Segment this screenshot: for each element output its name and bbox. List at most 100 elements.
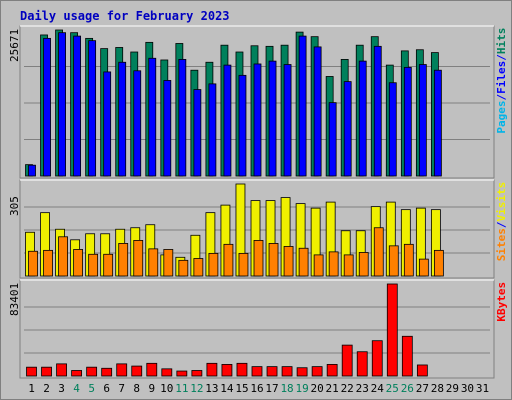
visits-sites-panel: 305 Sites/Visits (8, 179, 508, 279)
bar-sites-day-7 (118, 243, 129, 277)
bar-kbytes-day-23 (356, 351, 368, 377)
bar-sites-day-13 (208, 252, 219, 277)
bar-kbytes-day-15 (236, 362, 248, 377)
y-axis-title: KBytes (495, 282, 508, 322)
bar-files-day-11 (178, 59, 187, 177)
x-tick-label: 11 (175, 382, 188, 395)
bar-files-day-26 (403, 66, 412, 177)
bar-kbytes-day-9 (146, 362, 158, 377)
x-tick-label: 30 (461, 382, 474, 395)
bar-kbytes-day-24 (371, 340, 383, 377)
bar-sites-day-11 (178, 259, 189, 277)
x-tick-label: 18 (280, 382, 293, 395)
bar-kbytes-day-7 (116, 363, 128, 377)
bar-kbytes-day-26 (401, 335, 413, 377)
x-tick-label: 1 (28, 382, 35, 395)
x-tick-label: 22 (341, 382, 354, 395)
bar-sites-day-17 (268, 243, 279, 277)
panel-frame (19, 279, 495, 379)
bar-files-day-15 (238, 74, 247, 177)
x-tick-label: 19 (295, 382, 308, 395)
x-tick-label: 9 (148, 382, 155, 395)
bar-sites-day-21 (328, 251, 339, 277)
bar-kbytes-day-11 (176, 370, 188, 377)
bar-files-day-4 (73, 35, 82, 177)
bar-files-day-16 (253, 63, 262, 177)
bar-kbytes-day-21 (326, 364, 338, 377)
x-tick-label: 26 (401, 382, 414, 395)
y-max-label: 305 (8, 196, 21, 216)
y-axis-title: Pages/Files/Hits (495, 28, 508, 134)
x-tick-label: 21 (326, 382, 339, 395)
bar-sites-day-12 (193, 258, 204, 277)
bar-files-day-2 (43, 37, 51, 177)
x-tick-label: 3 (58, 382, 65, 395)
y-axis-title-part: KBytes (495, 282, 508, 322)
bar-kbytes-day-27 (416, 364, 428, 377)
bar-files-day-17 (268, 60, 277, 177)
bar-kbytes-day-22 (341, 344, 353, 377)
x-tick-label: 8 (133, 382, 140, 395)
bar-files-day-1 (28, 164, 36, 177)
bar-sites-day-2 (43, 249, 53, 277)
bar-files-day-3 (58, 32, 66, 177)
bar-kbytes-day-5 (86, 366, 98, 377)
bar-files-day-10 (163, 80, 172, 177)
y-axis-title: Sites/Visits (495, 182, 508, 262)
bar-files-day-13 (208, 83, 217, 177)
bar-kbytes-day-25 (386, 283, 398, 377)
bar-sites-day-27 (418, 258, 429, 277)
bar-files-day-19 (298, 35, 307, 177)
bar-sites-day-4 (73, 249, 84, 277)
bar-files-day-18 (283, 64, 292, 177)
bar-files-day-22 (343, 81, 352, 177)
chart-title: Daily usage for February 2023 (20, 9, 230, 23)
x-tick-label: 29 (446, 382, 459, 395)
x-axis-labels: 1 2 3 4 5 6 7 8 9 10 11 12 13 14 15 16 17 18 19 20 21 22 23 24 2… (28, 382, 489, 395)
bar-sites-day-18 (283, 246, 294, 277)
x-tick-label: 15 (235, 382, 248, 395)
x-tick-label: 16 (250, 382, 263, 395)
x-tick-label: 23 (356, 382, 369, 395)
bar-kbytes-day-10 (161, 368, 173, 377)
bar-kbytes-day-13 (206, 362, 218, 377)
bar-files-day-12 (193, 89, 202, 177)
bar-kbytes-day-1 (26, 366, 37, 377)
x-tick-label: 13 (205, 382, 218, 395)
bar-files-day-7 (118, 61, 127, 177)
bar-kbytes-day-14 (221, 364, 233, 377)
bar-kbytes-day-6 (101, 367, 113, 377)
bar-files-day-23 (358, 60, 367, 177)
y-axis-title-part: / (495, 221, 508, 228)
x-tick-label: 24 (371, 382, 385, 395)
x-tick-label: 25 (386, 382, 399, 395)
y-axis-title-part: / (495, 93, 508, 100)
bar-files-day-5 (88, 40, 97, 177)
bar-files-day-28 (433, 69, 442, 177)
bar-files-day-14 (223, 64, 232, 177)
y-axis-title-part: Visits (495, 182, 508, 222)
bar-sites-day-24 (373, 227, 384, 277)
bar-files-day-27 (418, 64, 427, 177)
bar-sites-day-15 (238, 252, 249, 277)
bar-kbytes-day-4 (71, 370, 83, 377)
y-max-label: 83401 (8, 283, 21, 316)
y-axis-title-part: Files (495, 61, 508, 94)
x-tick-label: 31 (476, 382, 489, 395)
bar-sites-day-3 (58, 236, 68, 277)
bar-sites-day-8 (133, 240, 144, 277)
bar-sites-day-14 (223, 243, 234, 277)
x-tick-label: 20 (311, 382, 324, 395)
x-tick-label: 6 (103, 382, 110, 395)
y-axis-title-part: Sites (495, 228, 508, 261)
x-tick-label: 27 (416, 382, 429, 395)
bar-sites-day-6 (103, 253, 114, 277)
x-tick-label: 5 (88, 382, 95, 395)
bar-sites-day-5 (88, 253, 99, 277)
bar-sites-day-22 (343, 254, 354, 277)
bar-kbytes-day-17 (266, 366, 278, 377)
bar-kbytes-day-18 (281, 366, 293, 377)
bar-files-day-25 (388, 82, 397, 177)
